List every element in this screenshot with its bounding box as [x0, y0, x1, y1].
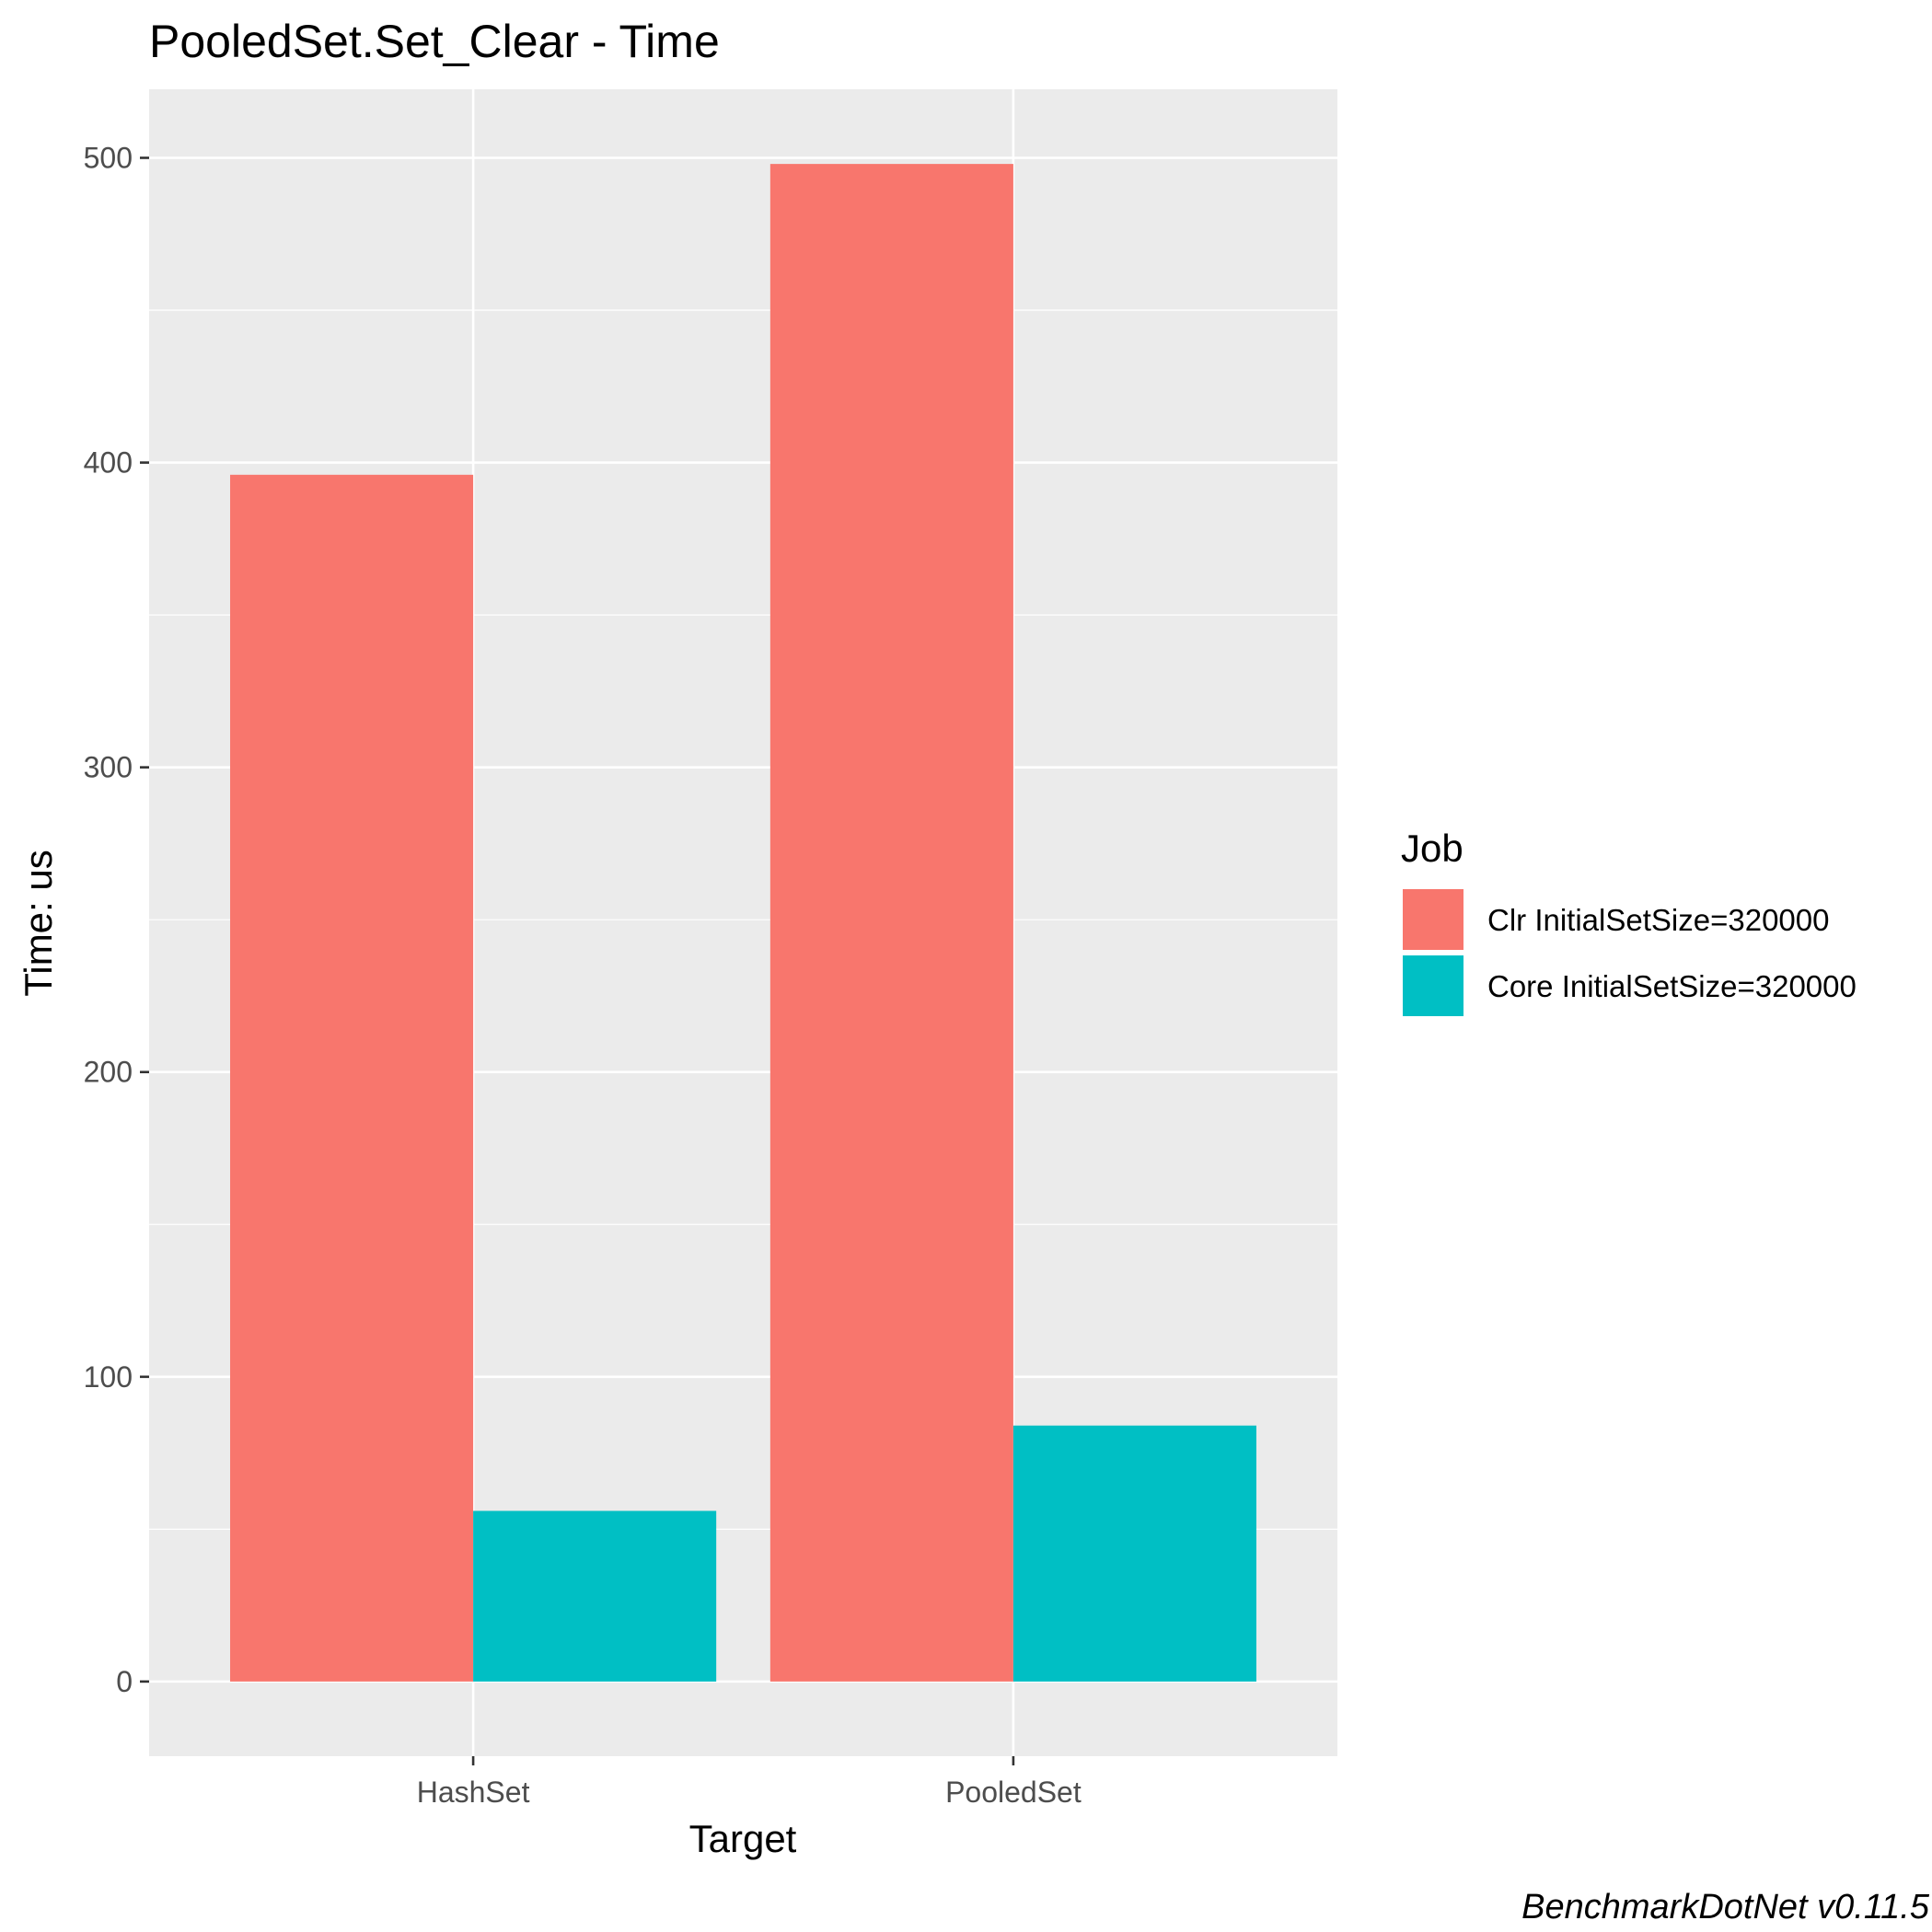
y-tick-label: 400: [84, 446, 133, 480]
bar-pooledset-clr: [769, 164, 1013, 1682]
y-tick-label: 100: [84, 1360, 133, 1394]
y-tick-label: 500: [84, 141, 133, 174]
x-axis: HashSet PooledSet: [417, 1756, 1082, 1809]
bars: [230, 164, 1256, 1682]
chart-title: PooledSet.Set_Clear - Time: [149, 16, 720, 67]
legend-key: [1403, 889, 1463, 950]
legend-label: Core InitialSetSize=320000: [1487, 969, 1857, 1003]
caption: BenchmarkDotNet v0.11.5: [1521, 1888, 1930, 1926]
bar-pooledset-core: [1012, 1425, 1256, 1682]
legend-key: [1403, 955, 1463, 1016]
legend-title: Job: [1401, 827, 1463, 870]
legend: Job Clr InitialSetSize=320000 Core Initia…: [1401, 827, 1857, 1016]
bar-hashset-core: [473, 1510, 717, 1682]
y-tick-label: 200: [84, 1056, 133, 1089]
y-tick-label: 0: [116, 1665, 133, 1698]
x-tick-label: PooledSet: [945, 1776, 1082, 1809]
y-axis: 0 100 200 300 400 500: [84, 141, 149, 1698]
x-axis-title: Target: [689, 1817, 797, 1860]
x-tick-label: HashSet: [417, 1776, 530, 1809]
bar-hashset-clr: [230, 474, 474, 1682]
legend-label: Clr InitialSetSize=320000: [1487, 903, 1829, 937]
y-tick-label: 300: [84, 751, 133, 784]
y-axis-title: Time: us: [17, 850, 60, 996]
